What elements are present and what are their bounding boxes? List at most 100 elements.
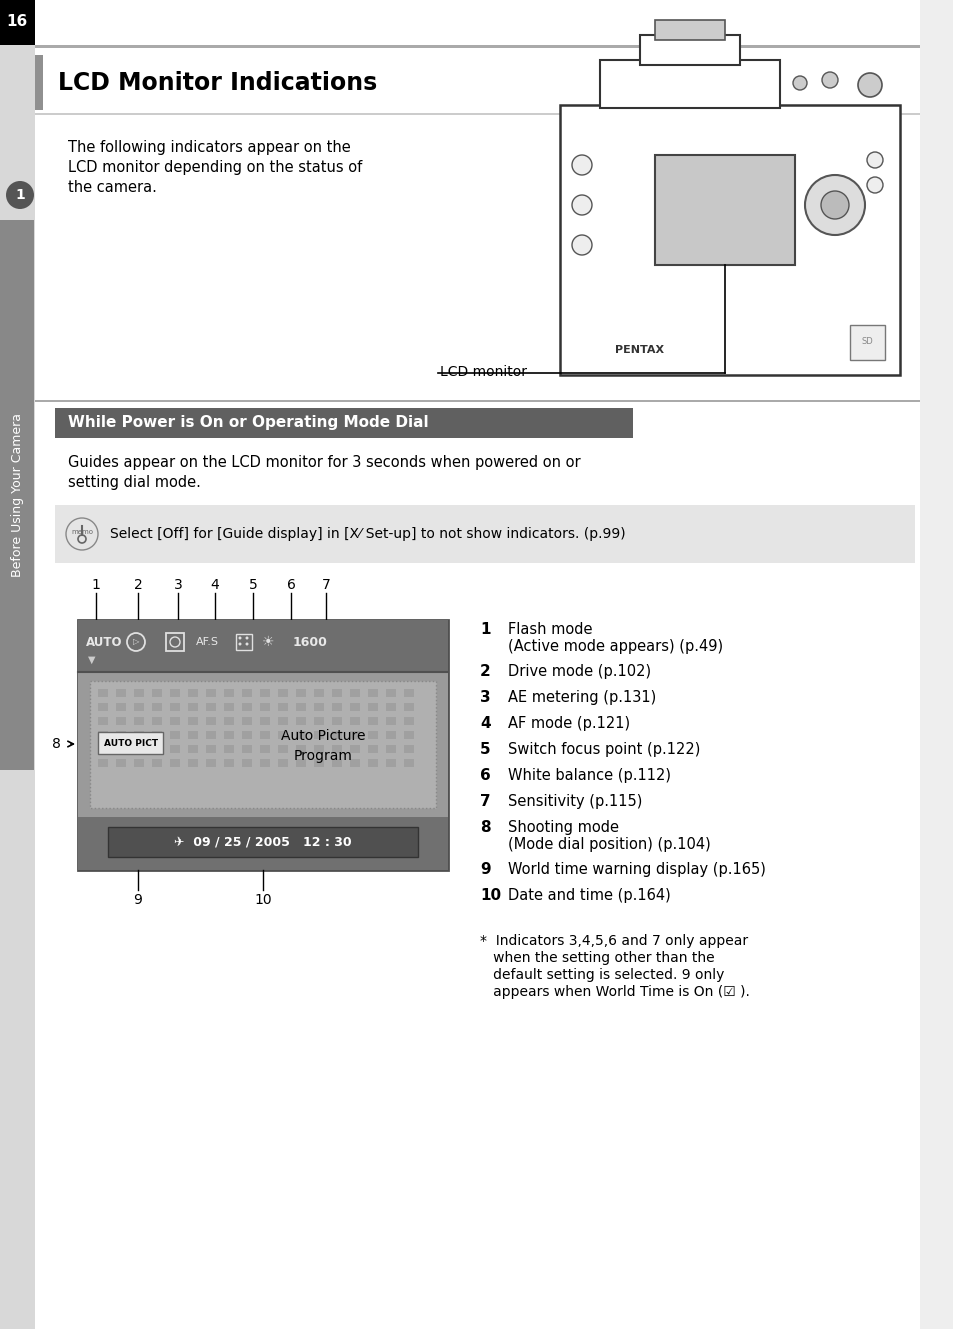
Bar bbox=[277, 703, 288, 711]
Circle shape bbox=[866, 177, 882, 193]
Bar bbox=[235, 634, 252, 650]
Text: Before Using Your Camera: Before Using Your Camera bbox=[10, 413, 24, 577]
Text: Drive mode (p.102): Drive mode (p.102) bbox=[507, 664, 651, 679]
Circle shape bbox=[6, 181, 34, 209]
Bar bbox=[170, 703, 180, 711]
Text: ☀: ☀ bbox=[261, 635, 274, 649]
Bar bbox=[350, 718, 359, 726]
Bar bbox=[314, 718, 324, 726]
Bar bbox=[350, 703, 359, 711]
Bar bbox=[170, 731, 180, 739]
Bar bbox=[242, 746, 252, 754]
Bar bbox=[403, 746, 414, 754]
Bar bbox=[133, 759, 144, 767]
Bar bbox=[386, 731, 395, 739]
Bar bbox=[133, 746, 144, 754]
Bar bbox=[116, 718, 126, 726]
Bar bbox=[295, 731, 306, 739]
Bar bbox=[242, 759, 252, 767]
Bar bbox=[206, 731, 215, 739]
Text: LCD Monitor Indications: LCD Monitor Indications bbox=[58, 70, 376, 94]
Bar bbox=[78, 621, 448, 672]
Bar bbox=[98, 731, 108, 739]
Text: when the setting other than the: when the setting other than the bbox=[479, 952, 714, 965]
Circle shape bbox=[238, 642, 241, 646]
Bar bbox=[350, 731, 359, 739]
Circle shape bbox=[66, 518, 98, 550]
Bar bbox=[224, 759, 233, 767]
Text: 16: 16 bbox=[7, 15, 28, 29]
Circle shape bbox=[245, 642, 248, 646]
Text: 6: 6 bbox=[286, 578, 295, 591]
Text: SD: SD bbox=[861, 338, 872, 347]
Bar bbox=[152, 718, 162, 726]
Bar bbox=[98, 732, 163, 754]
Bar bbox=[170, 746, 180, 754]
Circle shape bbox=[857, 73, 882, 97]
Bar bbox=[277, 746, 288, 754]
Text: Date and time (p.164): Date and time (p.164) bbox=[507, 888, 670, 902]
Bar bbox=[386, 703, 395, 711]
Bar bbox=[152, 703, 162, 711]
Bar bbox=[919, 0, 953, 1329]
Bar bbox=[332, 731, 341, 739]
Text: 3: 3 bbox=[479, 690, 490, 704]
Bar bbox=[98, 718, 108, 726]
Bar bbox=[152, 731, 162, 739]
Bar bbox=[224, 688, 233, 696]
Text: setting dial mode.: setting dial mode. bbox=[68, 474, 201, 490]
Circle shape bbox=[245, 637, 248, 639]
Circle shape bbox=[821, 72, 837, 88]
Bar bbox=[133, 703, 144, 711]
Text: AUTO: AUTO bbox=[86, 635, 122, 649]
Text: PENTAX: PENTAX bbox=[615, 346, 663, 355]
Text: ✈  09 / 25 / 2005   12 : 30: ✈ 09 / 25 / 2005 12 : 30 bbox=[174, 836, 352, 848]
Bar bbox=[368, 718, 377, 726]
Bar bbox=[314, 759, 324, 767]
Bar bbox=[277, 688, 288, 696]
Text: 2: 2 bbox=[479, 664, 490, 679]
Bar bbox=[655, 20, 724, 40]
Bar bbox=[386, 688, 395, 696]
Bar bbox=[314, 746, 324, 754]
Bar bbox=[260, 703, 270, 711]
Text: 1: 1 bbox=[479, 622, 490, 637]
Text: The following indicators appear on the: The following indicators appear on the bbox=[68, 140, 351, 155]
Bar bbox=[78, 621, 448, 870]
Text: default setting is selected. 9 only: default setting is selected. 9 only bbox=[479, 968, 723, 982]
Bar bbox=[403, 731, 414, 739]
Circle shape bbox=[572, 155, 592, 175]
Bar bbox=[206, 688, 215, 696]
Bar bbox=[116, 759, 126, 767]
Bar bbox=[403, 759, 414, 767]
Text: 5: 5 bbox=[249, 578, 257, 591]
Bar bbox=[314, 688, 324, 696]
Bar bbox=[224, 718, 233, 726]
Bar bbox=[403, 703, 414, 711]
Bar bbox=[295, 718, 306, 726]
Bar bbox=[116, 731, 126, 739]
Circle shape bbox=[866, 152, 882, 167]
Bar bbox=[224, 703, 233, 711]
Bar bbox=[403, 718, 414, 726]
Bar bbox=[849, 326, 884, 360]
Bar bbox=[116, 688, 126, 696]
Bar bbox=[152, 759, 162, 767]
Text: AE metering (p.131): AE metering (p.131) bbox=[507, 690, 656, 704]
Text: 7: 7 bbox=[321, 578, 330, 591]
Bar bbox=[108, 827, 417, 857]
Bar bbox=[188, 703, 198, 711]
Bar bbox=[152, 688, 162, 696]
Bar bbox=[350, 688, 359, 696]
Text: 9: 9 bbox=[133, 893, 142, 906]
Text: AUTO PICT: AUTO PICT bbox=[104, 739, 158, 747]
Bar bbox=[188, 746, 198, 754]
Bar bbox=[170, 759, 180, 767]
Bar bbox=[260, 759, 270, 767]
Bar bbox=[35, 400, 919, 401]
Bar bbox=[368, 759, 377, 767]
Bar bbox=[170, 718, 180, 726]
Bar bbox=[242, 688, 252, 696]
Bar bbox=[0, 0, 35, 45]
Bar bbox=[98, 703, 108, 711]
